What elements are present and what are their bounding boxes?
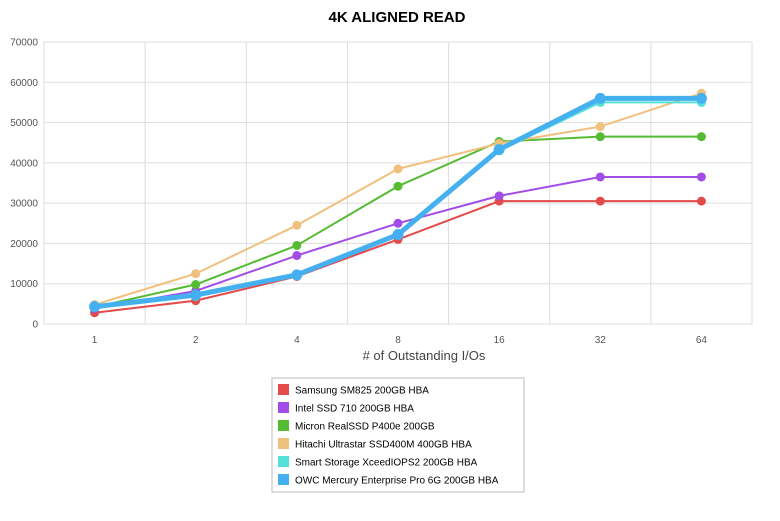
data-point bbox=[696, 196, 706, 206]
legend-swatch bbox=[278, 456, 289, 467]
data-point bbox=[595, 132, 605, 142]
y-tick-label: 50000 bbox=[10, 118, 38, 129]
data-point bbox=[696, 132, 706, 142]
data-point bbox=[695, 92, 707, 104]
data-point bbox=[595, 122, 605, 132]
data-point bbox=[696, 172, 706, 182]
legend: Samsung SM825 200GB HBA Intel SSD 710 200… bbox=[271, 377, 525, 493]
data-point bbox=[393, 218, 403, 228]
x-tick-label: 8 bbox=[395, 335, 401, 346]
chart-title: 4K ALIGNED READ bbox=[329, 9, 466, 26]
legend-swatch bbox=[278, 402, 289, 413]
legend-box bbox=[271, 377, 525, 493]
data-point bbox=[191, 269, 201, 279]
x-axis-label: # of Outstanding I/Os bbox=[363, 348, 486, 363]
data-point bbox=[595, 172, 605, 182]
data-point bbox=[595, 196, 605, 206]
data-point bbox=[190, 289, 202, 301]
y-tick-label: 40000 bbox=[10, 158, 38, 169]
data-point bbox=[291, 269, 303, 281]
data-point bbox=[191, 280, 201, 290]
data-point bbox=[392, 229, 404, 241]
data-point bbox=[292, 220, 302, 230]
data-point bbox=[393, 181, 403, 191]
legend-swatch bbox=[278, 438, 289, 449]
x-tick-label: 1 bbox=[92, 335, 98, 346]
series-layer bbox=[89, 88, 707, 318]
legend-label: Smart Storage XceedIOPS2 200GB HBA bbox=[295, 458, 478, 469]
series-6 bbox=[89, 92, 707, 313]
data-point bbox=[594, 92, 606, 104]
y-tick-label: 70000 bbox=[10, 38, 38, 49]
x-tick-label: 16 bbox=[494, 335, 506, 346]
y-tick-label: 20000 bbox=[10, 239, 38, 250]
data-point bbox=[494, 191, 504, 201]
series-1 bbox=[90, 196, 706, 318]
y-tick-label: 60000 bbox=[10, 78, 38, 89]
data-point bbox=[393, 164, 403, 174]
data-point bbox=[292, 240, 302, 250]
legend-label: Samsung SM825 200GB HBA bbox=[295, 386, 429, 397]
y-tick-label: 30000 bbox=[10, 199, 38, 210]
legend-label: Micron RealSSD P400e 200GB bbox=[295, 422, 435, 433]
legend-label: Intel SSD 710 200GB HBA bbox=[295, 404, 414, 415]
axes: 0 10000 20000 30000 40000 50000 60000 70000 1 2 4 8… bbox=[10, 38, 707, 347]
series-5 bbox=[90, 97, 706, 312]
legend-swatch bbox=[278, 384, 289, 395]
data-point bbox=[493, 144, 505, 156]
x-tick-label: 32 bbox=[595, 335, 607, 346]
y-tick-label: 10000 bbox=[10, 279, 38, 290]
x-tick-label: 64 bbox=[696, 335, 708, 346]
legend-swatch bbox=[278, 474, 289, 485]
legend-swatch bbox=[278, 420, 289, 431]
x-tick-label: 4 bbox=[294, 335, 300, 346]
series-line bbox=[94, 95, 702, 310]
legend-label: OWC Mercury Enterprise Pro 6G 200GB HBA bbox=[295, 476, 499, 487]
data-point bbox=[292, 251, 302, 261]
y-tick-label: 0 bbox=[32, 320, 38, 331]
legend-label: Hitachi Ultrastar SSD400M 400GB HBA bbox=[295, 440, 472, 451]
x-tick-label: 2 bbox=[193, 335, 199, 346]
data-point bbox=[89, 301, 101, 313]
grid bbox=[43, 41, 753, 325]
series-4 bbox=[90, 88, 706, 310]
series-line bbox=[94, 92, 702, 306]
